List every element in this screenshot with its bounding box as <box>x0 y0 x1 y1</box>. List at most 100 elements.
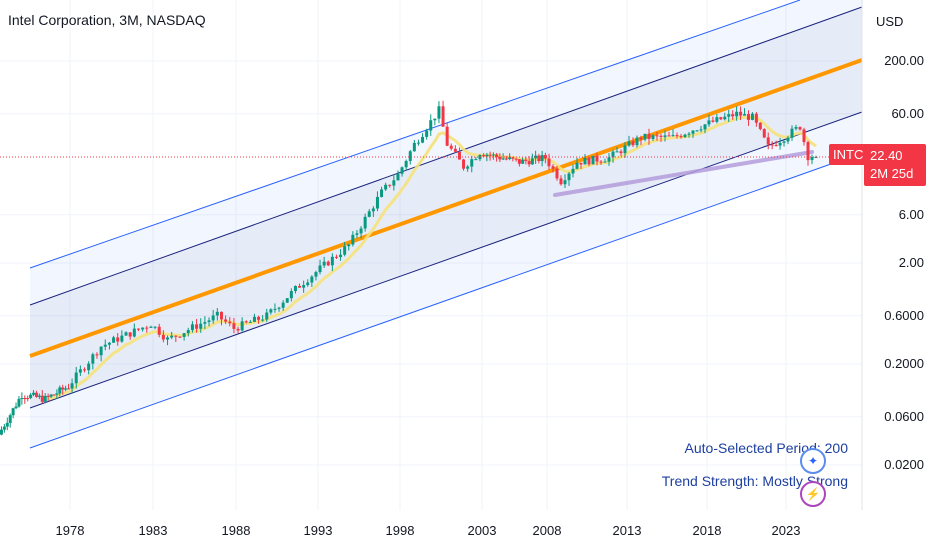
sparkle-icon[interactable]: ✦ <box>800 448 826 474</box>
lightning-icon[interactable]: ⚡ <box>800 481 826 507</box>
candle-body <box>462 159 466 169</box>
candle-body <box>449 145 453 149</box>
candle-body <box>157 326 161 335</box>
candle-body <box>244 321 248 323</box>
candle-body <box>559 178 563 185</box>
candle-body <box>141 327 145 330</box>
candle-body <box>261 319 265 321</box>
candle-body <box>746 114 750 120</box>
candle-body <box>707 120 711 125</box>
candle-body <box>611 151 615 158</box>
currency-label[interactable]: USD <box>876 14 904 29</box>
candle-body <box>786 137 790 142</box>
candle-body <box>289 291 293 299</box>
candle-body <box>530 158 534 165</box>
candle-body <box>599 161 603 163</box>
candle-body <box>112 337 116 343</box>
candle-body <box>603 161 607 163</box>
candle-body <box>74 372 78 384</box>
candle-body <box>750 113 754 120</box>
candle-body <box>607 157 611 162</box>
candle-body <box>723 116 727 120</box>
candle-body <box>758 122 762 130</box>
candle-body <box>145 327 149 329</box>
candle-body <box>64 388 68 390</box>
candle-body <box>527 160 531 165</box>
candle-body <box>495 154 499 157</box>
candles <box>0 100 818 436</box>
candle-body <box>810 157 814 161</box>
candle-body <box>322 261 326 266</box>
candle-body <box>416 142 420 144</box>
candle-body <box>587 157 591 165</box>
candle-body <box>269 309 273 313</box>
candle-body <box>174 335 178 337</box>
candle-body <box>715 117 719 122</box>
price-tick: 2.00 <box>898 255 924 270</box>
candle-body <box>367 211 371 217</box>
candle-body <box>774 145 778 147</box>
candle-body <box>5 422 9 427</box>
candle-body <box>17 398 21 407</box>
candle-body <box>711 120 715 122</box>
price-tick: 0.2000 <box>884 356 924 371</box>
candle-body <box>8 415 12 423</box>
candle-body <box>91 354 95 364</box>
last-price-value: 22.40 <box>870 148 903 163</box>
candle-body <box>166 337 170 340</box>
candle-body <box>67 388 71 390</box>
candle-body <box>639 137 643 140</box>
candle-body <box>735 111 739 117</box>
candle-body <box>575 162 579 169</box>
candle-body <box>404 160 408 168</box>
candle-body <box>310 276 314 283</box>
chart-title: Intel Corporation, 3M, NASDAQ <box>8 12 206 28</box>
price-tick: 0.0600 <box>884 408 924 424</box>
candle-body <box>537 155 541 162</box>
candle-body <box>433 118 437 121</box>
candle-body <box>37 395 41 397</box>
candle-body <box>215 311 219 316</box>
candle-body <box>762 129 766 138</box>
candle-body <box>186 330 190 334</box>
candle-body <box>591 155 595 165</box>
candle-body <box>766 137 770 145</box>
candle-body <box>501 158 505 160</box>
candle-body <box>203 322 207 324</box>
price-tick: 60.00 <box>891 105 924 121</box>
candle-body <box>87 363 91 371</box>
candle-body <box>543 155 547 159</box>
candle-body <box>743 114 747 116</box>
candle-body <box>647 133 651 139</box>
candle-body <box>285 298 289 303</box>
candle-body <box>631 141 635 146</box>
candle-body <box>219 311 223 320</box>
candle-body <box>521 159 525 164</box>
candle-body <box>671 135 675 137</box>
candle-body <box>514 158 518 160</box>
candle-body <box>470 159 474 167</box>
candle-body <box>211 315 215 321</box>
candle-body <box>149 326 153 328</box>
candle-body <box>802 129 806 143</box>
candle-body <box>11 408 15 416</box>
candle-body <box>498 156 502 160</box>
candle-body <box>579 162 583 165</box>
candle-body <box>199 323 203 329</box>
candle-body <box>49 394 53 397</box>
candle-body <box>136 328 140 330</box>
time-tick: 2013 <box>612 523 642 538</box>
candle-body <box>103 344 107 347</box>
candle-body <box>2 426 6 430</box>
candle-body <box>355 233 359 235</box>
candle-body <box>224 319 228 322</box>
channel-upper-outer-line <box>29 0 801 269</box>
candle-body <box>659 135 663 137</box>
candle-body <box>687 133 691 135</box>
time-tick: 1988 <box>221 523 251 538</box>
candle-body <box>421 136 425 143</box>
candle-body <box>571 168 575 174</box>
candle-body <box>170 335 174 338</box>
candle-body <box>627 141 631 146</box>
